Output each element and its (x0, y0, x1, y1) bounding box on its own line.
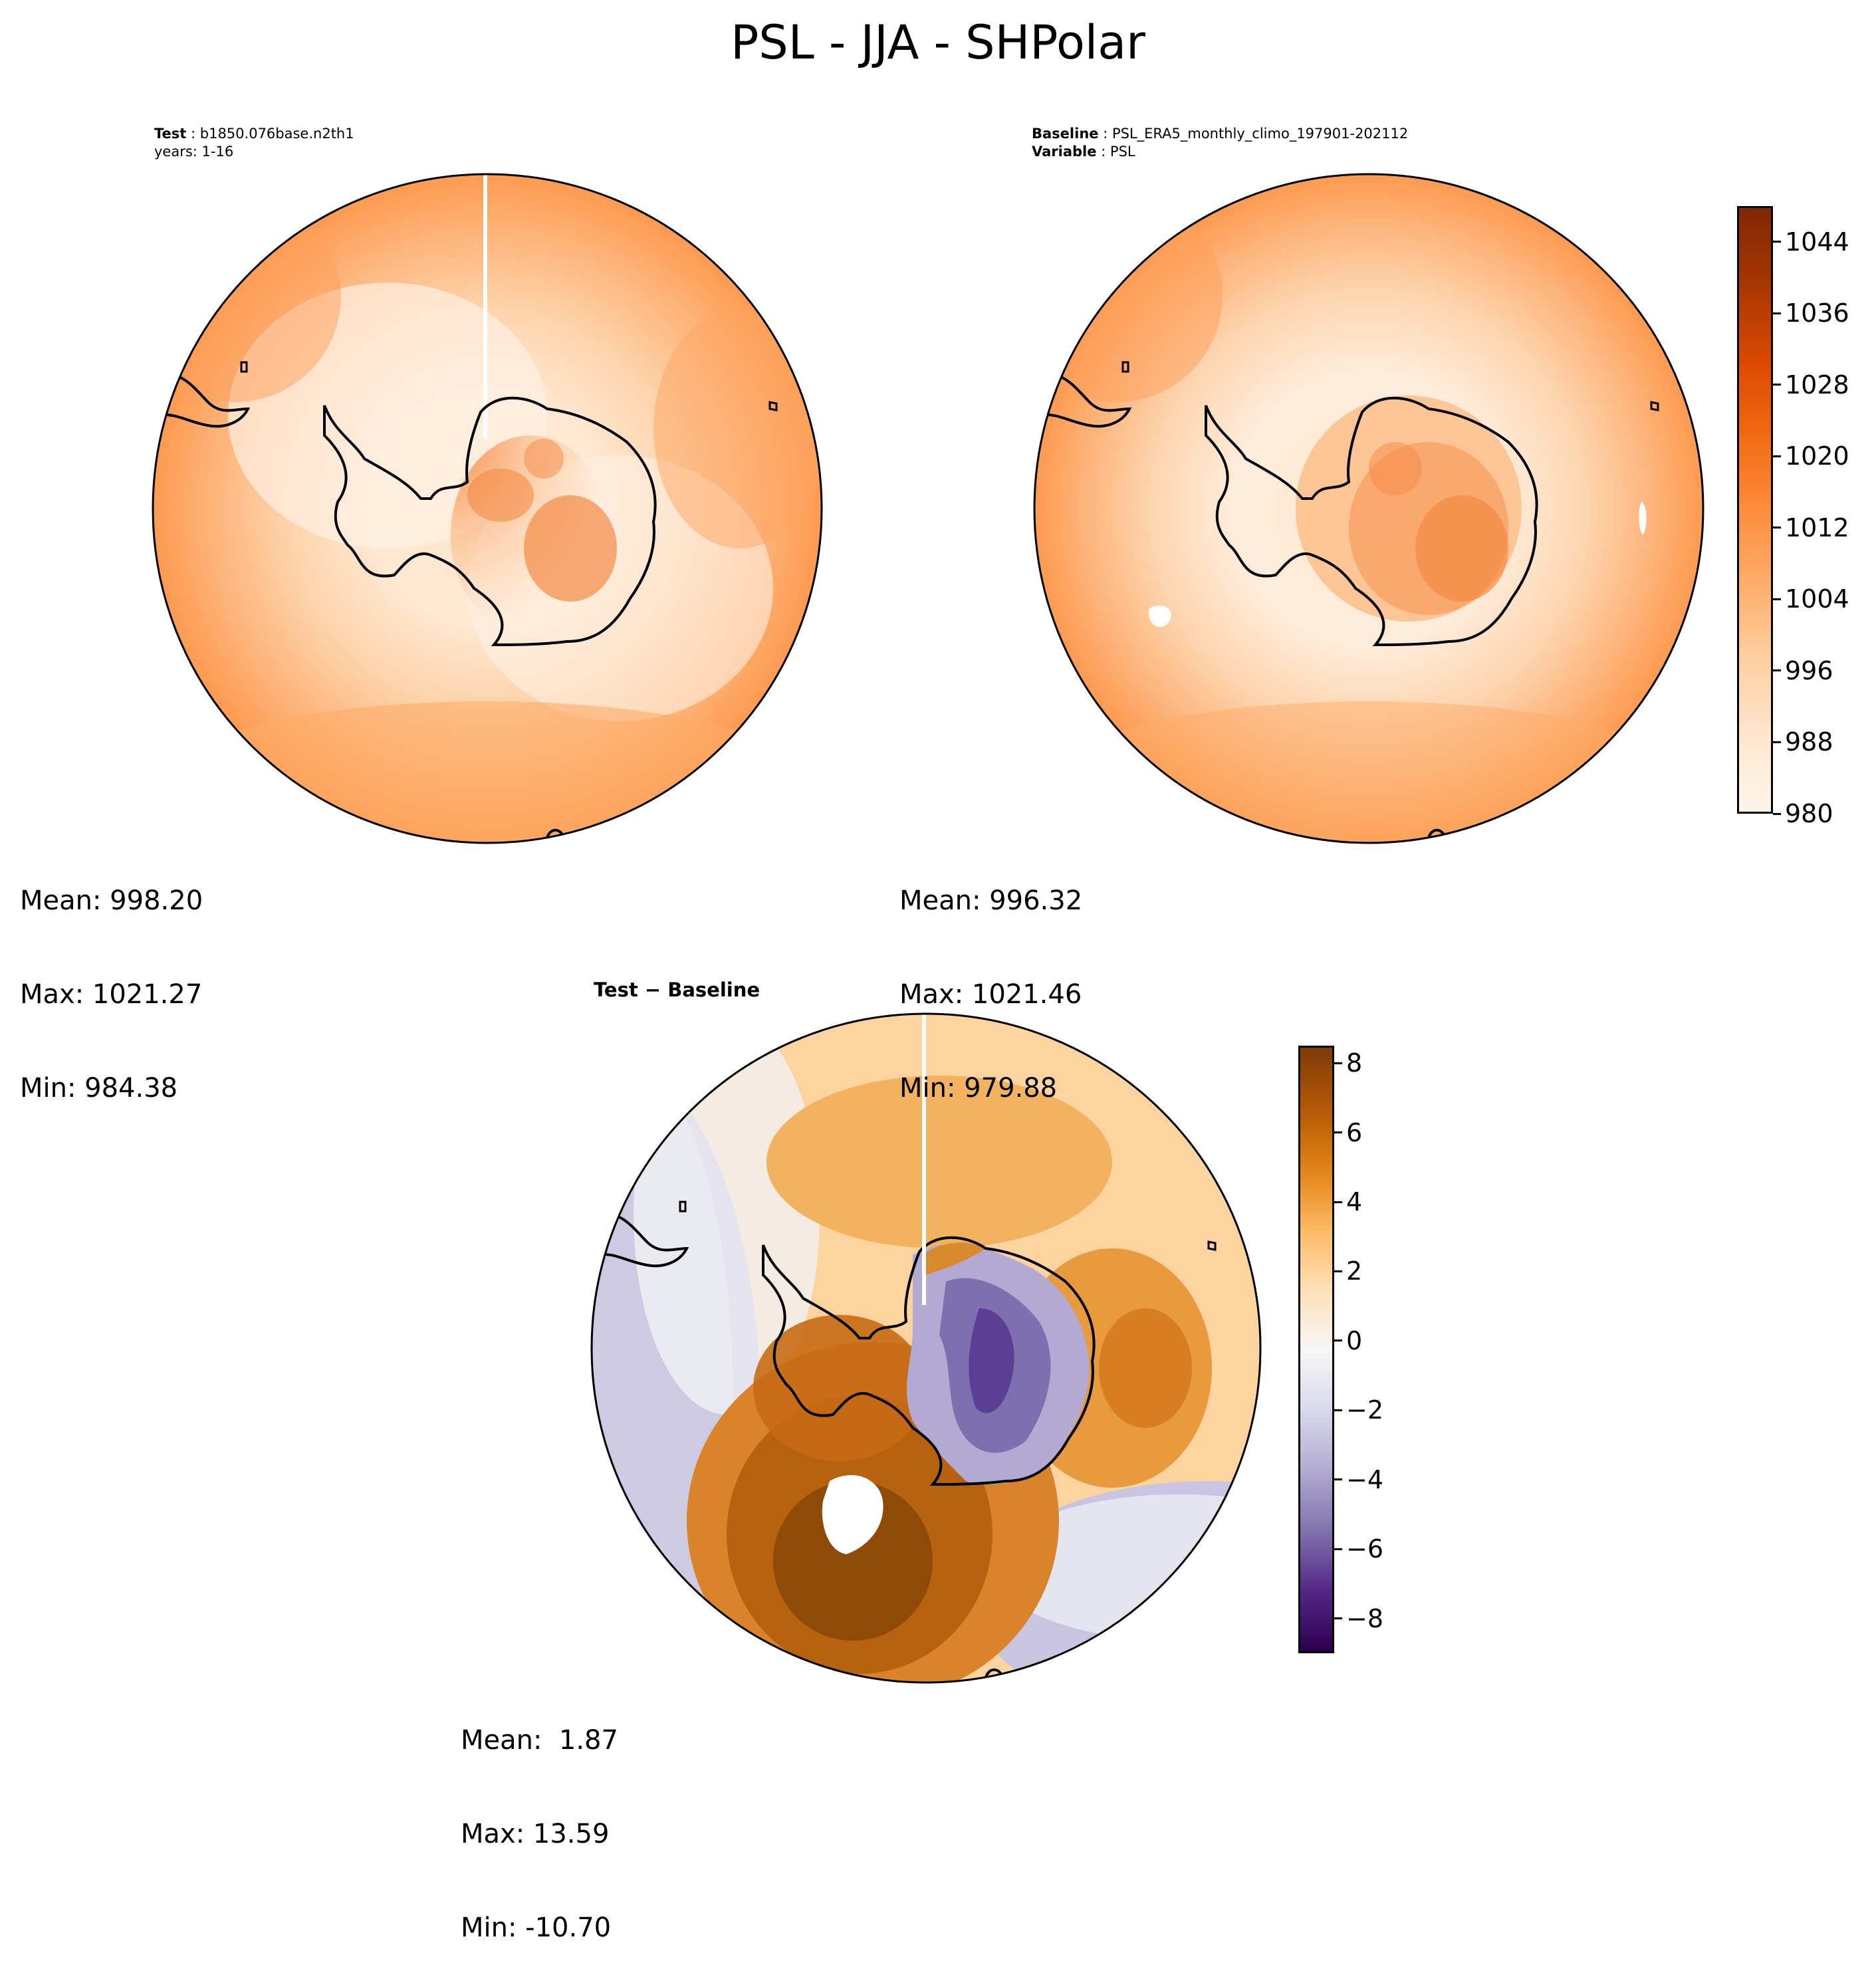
field-colorbar-tick-label: 1044 (1785, 227, 1849, 257)
diff-stats: Mean: 1.87 Max: 13.59 Min: -10.70 (461, 1663, 618, 1975)
test-stats: Mean: 998.20 Max: 1021.27 Min: 984.38 (20, 823, 203, 1135)
field-colorbar-tick-mark (1773, 384, 1781, 386)
diff-colorbar-tick-label: 2 (1346, 1256, 1363, 1286)
field-colorbar-tick-mark (1773, 669, 1781, 672)
field-colorbar-tick-label: 1020 (1785, 441, 1849, 471)
diff-colorbar-tick-mark (1334, 1339, 1342, 1342)
field-colorbar-tick-mark (1773, 312, 1781, 314)
diff-colorbar-tick-mark (1334, 1062, 1342, 1064)
field-colorbar-tick-label: 1036 (1785, 298, 1849, 328)
test-min: Min: 984.38 (20, 1073, 178, 1104)
diff-colorbar-tick-mark (1334, 1201, 1342, 1203)
diff-colorbar-tick-mark (1334, 1478, 1342, 1481)
field-colorbar-tick-label: 1004 (1785, 584, 1849, 614)
diff-colorbar-tick-label: −2 (1346, 1395, 1384, 1425)
field-colorbar-tick-label: 980 (1785, 799, 1833, 828)
diff-panel-title: Test − Baseline (594, 979, 761, 1001)
field-colorbar (1737, 206, 1773, 814)
baseline-variable: PSL (1110, 144, 1135, 160)
field-colorbar-tick-mark (1773, 526, 1781, 529)
test-case: b1850.076base.n2th1 (199, 126, 354, 142)
variable-label: Variable (1032, 144, 1097, 160)
field-colorbar-tick-mark (1773, 455, 1781, 457)
diff-colorbar-tick-mark (1334, 1548, 1342, 1550)
diff-max: Max: 13.59 (461, 1819, 610, 1849)
test-max: Max: 1021.27 (20, 979, 203, 1010)
figure-title: PSL - JJA - SHPolar (731, 15, 1145, 70)
field-colorbar-tick-label: 988 (1785, 727, 1833, 757)
field-colorbar-tick-mark (1773, 598, 1781, 600)
field-colorbar-tick-mark (1773, 812, 1781, 815)
field-colorbar-tick-label: 1012 (1785, 513, 1849, 542)
baseline-mean: Mean: 996.32 (899, 885, 1083, 916)
test-mean: Mean: 998.20 (20, 885, 203, 916)
diff-colorbar-tick-label: −6 (1346, 1534, 1384, 1564)
diff-colorbar-tick-mark (1334, 1270, 1342, 1272)
diff-colorbar-tick-mark (1334, 1409, 1342, 1411)
field-colorbar-tick-mark (1773, 241, 1781, 243)
diff-colorbar-tick-label: 6 (1346, 1117, 1363, 1147)
baseline-label: Baseline (1032, 126, 1099, 142)
field-colorbar-tick-label: 996 (1785, 655, 1833, 685)
test-label: Test (154, 126, 187, 142)
diff-min: Min: -10.70 (461, 1913, 612, 1943)
baseline-stats: Mean: 996.32 Max: 1021.46 Min: 979.88 (899, 823, 1082, 1135)
diff-colorbar-tick-mark (1334, 1617, 1342, 1620)
diff-map (590, 1012, 1262, 1684)
baseline-min: Min: 979.88 (899, 1073, 1058, 1104)
test-panel-title: Test : b1850.076base.n2th1 years: 1-16 (154, 126, 354, 160)
diff-colorbar-tick-label: 4 (1346, 1187, 1363, 1217)
diff-colorbar-tick-label: 0 (1346, 1326, 1363, 1355)
test-years: years: 1-16 (154, 144, 234, 160)
baseline-map (1033, 173, 1704, 844)
field-colorbar-tick-label: 1028 (1785, 370, 1849, 400)
baseline-panel-title: Baseline : PSL_ERA5_monthly_climo_197901… (1032, 126, 1409, 160)
diff-colorbar-tick-label: −4 (1346, 1464, 1384, 1494)
baseline-max: Max: 1021.46 (899, 979, 1082, 1010)
diff-mean: Mean: 1.87 (461, 1725, 618, 1756)
field-colorbar-tick-mark (1773, 741, 1781, 743)
diff-colorbar-tick-mark (1334, 1131, 1342, 1134)
test-map (152, 173, 823, 844)
baseline-case: PSL_ERA5_monthly_climo_197901-202112 (1112, 126, 1409, 142)
diff-colorbar (1298, 1046, 1334, 1653)
diff-colorbar-tick-label: −8 (1346, 1603, 1384, 1633)
diff-colorbar-tick-label: 8 (1346, 1048, 1363, 1078)
